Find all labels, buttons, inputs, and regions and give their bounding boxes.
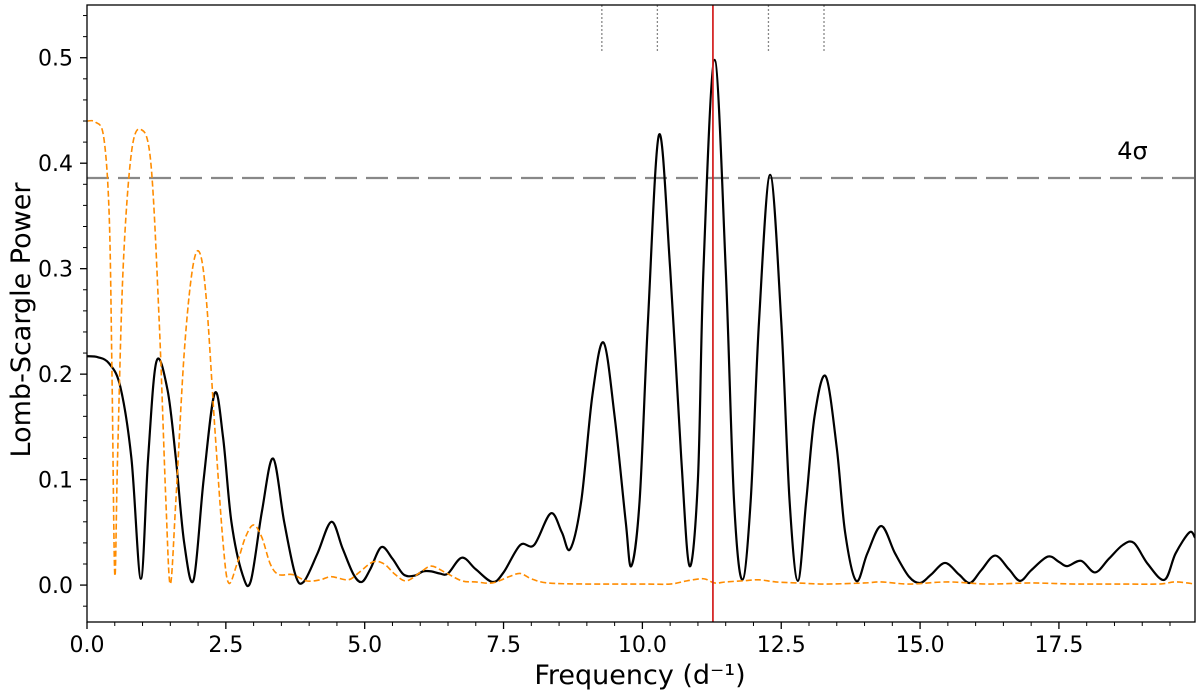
x-tick-label: 10.0 [618,633,667,658]
plot-area [87,5,1195,622]
threshold-label: 4σ [1117,137,1147,165]
window-function-line [87,119,1195,586]
y-tick-label: 0.3 [38,258,73,283]
x-tick-label: 17.5 [1034,633,1083,658]
x-axis-title: Frequency (d⁻¹) [534,660,745,691]
y-tick-label: 0.4 [38,152,73,177]
power-spectrum-line [87,58,1195,588]
x-tick-label: 15.0 [896,633,945,658]
plot-frame [86,4,1196,623]
y-tick-label: 0.0 [38,574,73,599]
series-group [87,58,1195,588]
y-tick-label: 0.1 [38,469,73,494]
x-tick-label: 7.5 [486,633,521,658]
x-tick-label: 12.5 [757,633,806,658]
x-tick-label: 5.0 [347,633,382,658]
axes: 0.0 2.5 5.0 7.5 10.0 12.5 15.0 17.5 0.0 0.1 0.2 0.3… [38,4,1196,658]
x-tick-label: 2.5 [208,633,243,658]
x-tick-label: 0.0 [70,633,105,658]
y-tick-label: 0.2 [38,363,73,388]
y-axis-title: Lomb-Scargle Power [6,182,37,458]
y-tick-label: 0.5 [38,47,73,72]
